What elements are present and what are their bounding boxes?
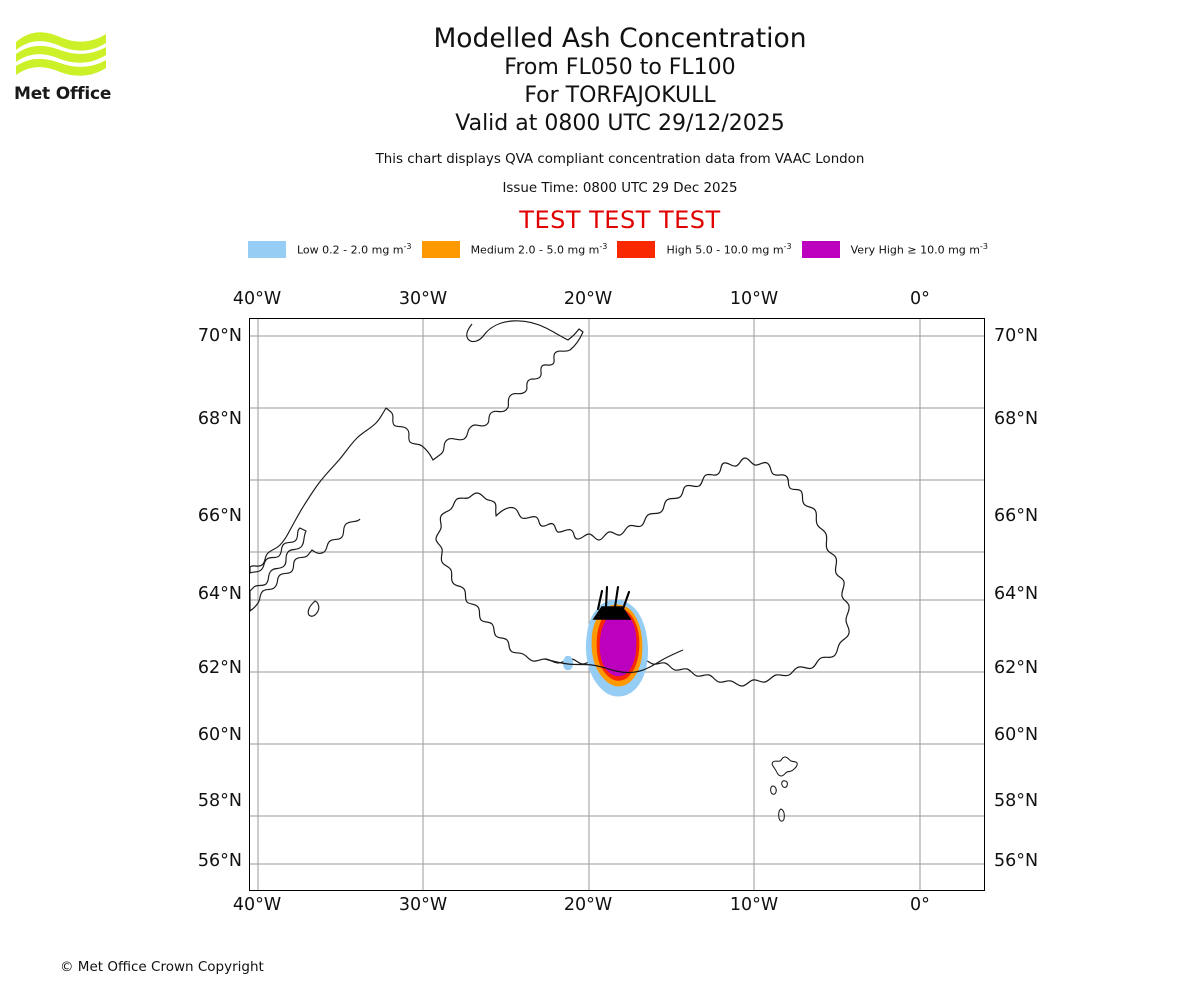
valid-time-subtitle: Valid at 0800 UTC 29/12/2025	[455, 111, 785, 136]
lat-tick-left-60n: 60°N	[197, 725, 242, 745]
lon-tick-bottom-0: 0°	[910, 895, 930, 915]
qva-disclaimer: This chart displays QVA compliant concen…	[375, 152, 865, 167]
legend-item-low: Low 0.2 - 2.0 mg m-3	[248, 240, 412, 258]
lat-tick-right-60n: 60°N	[994, 725, 1039, 745]
legend-label-very-high: Very High ≥ 10.0 mg m-3	[850, 241, 988, 257]
page-title: Modelled Ash Concentration	[433, 23, 807, 54]
legend-swatch-high	[617, 240, 656, 258]
lat-tick-left-62n: 62°N	[197, 658, 242, 678]
lon-tick-top-30w: 30°W	[398, 289, 448, 309]
legend-label-medium: Medium 2.0 - 5.0 mg m-3	[470, 241, 608, 257]
legend-swatch-medium	[421, 240, 460, 258]
lat-tick-left-66n: 66°N	[197, 506, 242, 526]
lat-tick-right-62n: 62°N	[994, 658, 1039, 678]
lon-tick-bottom-30w: 30°W	[398, 895, 448, 915]
volcano-subtitle: For TORFAJOKULL	[524, 83, 716, 108]
ash-concentration-map[interactable]	[249, 318, 985, 891]
legend-label-low: Low 0.2 - 2.0 mg m-3	[297, 241, 412, 257]
legend-item-very-high: Very High ≥ 10.0 mg m-3	[801, 240, 988, 258]
concentration-legend: Low 0.2 - 2.0 mg m-3 Medium 2.0 - 5.0 mg…	[248, 240, 988, 258]
legend-item-medium: Medium 2.0 - 5.0 mg m-3	[421, 240, 608, 258]
coastline-greenland	[250, 320, 584, 617]
lat-tick-right-66n: 66°N	[994, 506, 1039, 526]
ash-contour-very-high	[599, 611, 637, 677]
lat-tick-right-56n: 56°N	[994, 851, 1039, 871]
coastline-faroe-islands	[770, 756, 798, 822]
lon-tick-top-40w: 40°W	[232, 289, 282, 309]
lat-tick-right-68n: 68°N	[994, 409, 1039, 429]
lon-tick-top-0: 0°	[910, 289, 930, 309]
lon-tick-top-20w: 20°W	[563, 289, 613, 309]
ash-contour-low-wisp	[562, 656, 574, 671]
lon-tick-top-10w: 10°W	[729, 289, 779, 309]
lat-tick-left-68n: 68°N	[197, 409, 242, 429]
legend-label-high: High 5.0 - 10.0 mg m-3	[666, 241, 792, 257]
lat-tick-left-56n: 56°N	[197, 851, 242, 871]
met-office-waves-icon	[16, 32, 106, 76]
lat-tick-right-64n: 64°N	[994, 584, 1039, 604]
lat-tick-left-70n: 70°N	[197, 326, 242, 346]
map-plot-frame	[249, 318, 985, 891]
lon-tick-bottom-20w: 20°W	[563, 895, 613, 915]
test-banner: TEST TEST TEST	[519, 206, 721, 234]
lat-tick-left-58n: 58°N	[197, 791, 242, 811]
map-canvas	[250, 319, 984, 890]
lon-tick-bottom-10w: 10°W	[729, 895, 779, 915]
legend-swatch-low	[248, 240, 286, 258]
legend-swatch-very-high	[801, 240, 840, 258]
coastline-iceland-south-overlay	[544, 649, 684, 674]
lat-tick-right-58n: 58°N	[994, 791, 1039, 811]
issue-time: Issue Time: 0800 UTC 29 Dec 2025	[502, 181, 738, 196]
lon-tick-bottom-40w: 40°W	[232, 895, 282, 915]
volcano-marker-icon	[592, 585, 632, 620]
chart-header: Modelled Ash Concentration From FL050 to…	[240, 24, 1000, 235]
lat-tick-left-64n: 64°N	[197, 584, 242, 604]
met-office-logo: Met Office	[14, 28, 134, 113]
met-office-logo-text: Met Office	[14, 84, 112, 104]
flight-level-subtitle: From FL050 to FL100	[504, 55, 736, 80]
copyright-notice: © Met Office Crown Copyright	[60, 959, 264, 975]
lat-tick-right-70n: 70°N	[994, 326, 1039, 346]
legend-item-high: High 5.0 - 10.0 mg m-3	[617, 240, 792, 258]
map-gridlines	[250, 319, 984, 890]
coastline-iceland	[435, 457, 850, 687]
